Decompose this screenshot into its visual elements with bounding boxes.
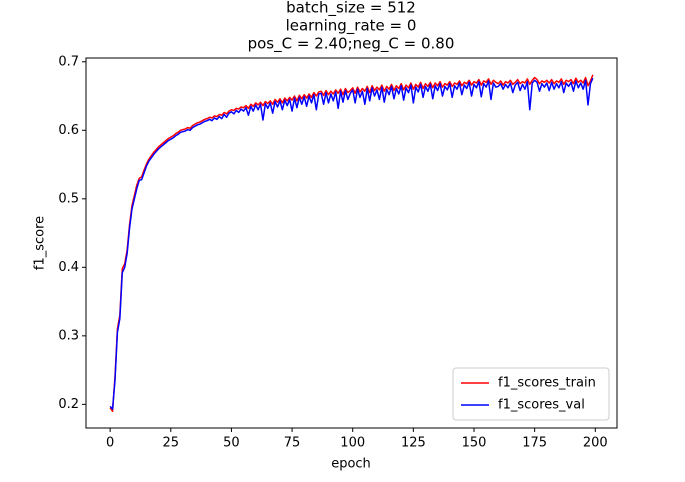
x-tick-label: 0 [106,436,114,451]
x-tick-label: 125 [401,436,426,451]
y-tick-label: 0.3 [58,328,79,343]
x-axis-label: epoch [331,457,371,472]
chart-title: batch_size = 512 [286,0,416,18]
x-tick-label: 175 [522,436,547,451]
y-axis-label: f1_score [33,216,48,270]
chart-title: learning_rate = 0 [286,17,417,36]
x-tick-label: 75 [284,436,301,451]
x-tick-label: 50 [223,436,240,451]
data-line [109,74,594,412]
data-line [109,77,594,410]
x-tick-label: 100 [340,436,365,451]
legend-label: f1_scores_train [498,376,596,391]
y-tick-label: 0.2 [58,397,79,412]
x-tick-label: 200 [583,436,608,451]
x-tick-label: 150 [462,436,487,451]
legend-label: f1_scores_val [498,398,585,413]
axes-frame [85,57,618,429]
y-tick-label: 0.7 [58,54,79,69]
legend-box [452,367,610,421]
y-tick-label: 0.6 [58,123,79,138]
y-tick-label: 0.5 [58,191,79,206]
x-tick-label: 25 [163,436,180,451]
chart-title: pos_C = 2.40;neg_C = 0.80 [248,35,455,54]
y-tick-label: 0.4 [58,260,79,275]
